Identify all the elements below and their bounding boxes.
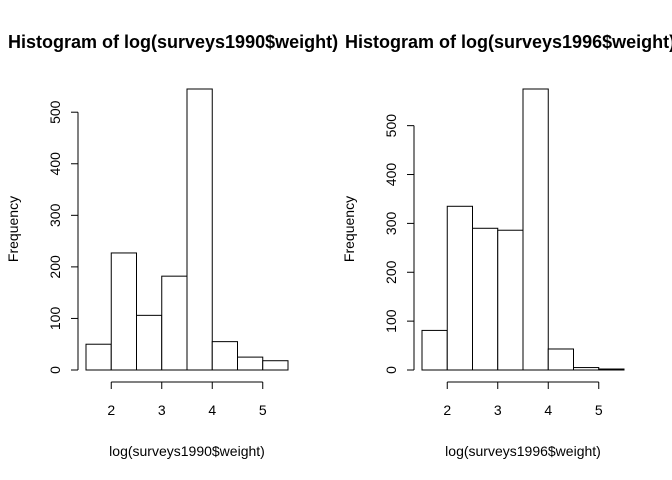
y-tick-label: 0 [47, 366, 63, 374]
histogram-bar [85, 343, 112, 371]
x-axis-label: log(surveys1996$weight) [445, 443, 601, 459]
histogram-bar [211, 341, 238, 371]
histogram-bar [161, 275, 188, 371]
histogram-bar [262, 360, 289, 371]
y-tick-label: 200 [47, 255, 63, 279]
x-tick-label: 3 [494, 402, 502, 418]
bars [421, 88, 625, 371]
bars [85, 88, 289, 371]
y-tick-label: 100 [47, 307, 63, 331]
y-axis-label: Frequency [341, 196, 357, 262]
x-tick-label: 2 [443, 402, 451, 418]
histogram-bar [237, 356, 264, 371]
histogram-bar [598, 368, 625, 371]
x-axis-label: log(surveys1990$weight) [109, 443, 265, 459]
panel-1996: Histogram of log(surveys1996$weight) log… [341, 32, 672, 459]
y-tick-label: 500 [383, 114, 399, 138]
x-tick-label: 5 [259, 402, 267, 418]
chart-title: Histogram of log(surveys1996$weight) [345, 32, 672, 52]
histogram-bar [421, 329, 448, 371]
x-axis: 2 3 4 5 [443, 381, 603, 418]
histogram-bar [110, 252, 137, 371]
y-axis-label: Frequency [5, 196, 21, 262]
y-tick-label: 100 [383, 309, 399, 333]
x-tick-label: 2 [107, 402, 115, 418]
y-axis: 0 100 200 300 400 500 [383, 114, 415, 374]
x-tick-label: 4 [208, 402, 216, 418]
x-tick-label: 5 [595, 402, 603, 418]
y-tick-label: 500 [47, 100, 63, 124]
x-axis: 2 3 4 5 [107, 381, 267, 418]
histogram-bar [186, 88, 213, 371]
y-tick-label: 300 [47, 203, 63, 227]
panel-1990: Histogram of log(surveys1990$weight) log… [5, 32, 338, 459]
histogram-bar [547, 348, 574, 371]
histogram-bar [136, 314, 163, 371]
histogram-bar [522, 88, 549, 371]
histogram-bar [573, 367, 600, 371]
histogram-bar [472, 227, 499, 371]
chart-title: Histogram of log(surveys1990$weight) [8, 32, 338, 52]
x-tick-label: 4 [544, 402, 552, 418]
y-tick-label: 0 [383, 366, 399, 374]
histogram-bar [497, 229, 524, 371]
histogram-bar [446, 205, 473, 371]
x-tick-label: 3 [158, 402, 166, 418]
y-axis: 0 100 200 300 400 500 [47, 100, 79, 374]
y-tick-label: 200 [383, 260, 399, 284]
y-tick-label: 400 [47, 152, 63, 176]
y-tick-label: 400 [383, 163, 399, 187]
y-tick-label: 300 [383, 211, 399, 235]
